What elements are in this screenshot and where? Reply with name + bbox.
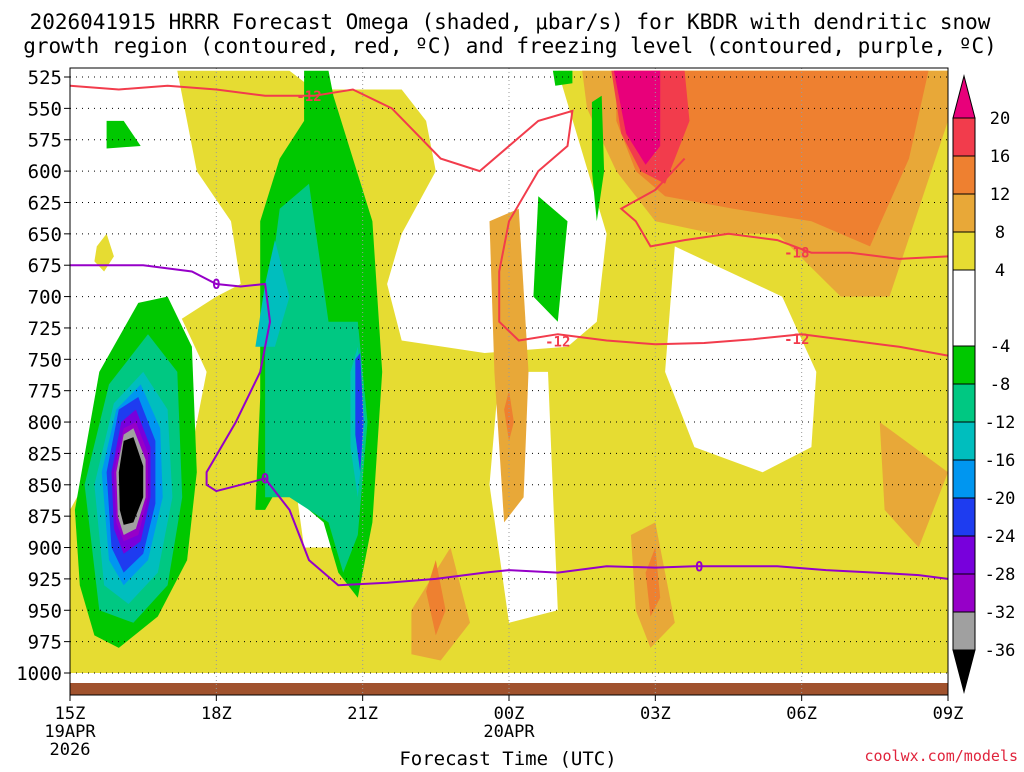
x-tick-label-21Z: 21Z <box>347 704 378 724</box>
chart-title-line1: 2026041915 HRRR Forecast Omega (shaded, … <box>30 10 991 34</box>
cbar-label--24: -24 <box>985 527 1016 547</box>
colorbar: 20 16 12 8 4 -4 -8 -12 -16 -20 -24 -28 -32 -36 <box>952 74 1016 694</box>
freezing-contour-0-label-0: 0 <box>212 277 220 293</box>
omega-region-21 <box>552 70 573 86</box>
y-tick-label-625: 625 <box>28 192 62 214</box>
cbar-label--28: -28 <box>985 565 1016 585</box>
omega-region-26 <box>255 240 290 347</box>
cbar-band-11 <box>952 535 976 575</box>
cbar-band-2 <box>952 155 976 195</box>
omega-region-13 <box>645 547 661 617</box>
y-tick-label-600: 600 <box>28 161 62 183</box>
y-tick-label-975: 975 <box>28 632 62 654</box>
x-tick-label-00Z: 00Z <box>494 704 525 724</box>
x-tick-label-03Z: 03Z <box>640 704 671 724</box>
temp-contour-1-line <box>619 157 948 260</box>
temp-contour-0-label-0: -12 <box>296 89 321 105</box>
omega-region-16 <box>613 70 661 165</box>
cbar-label--8: -8 <box>990 375 1010 395</box>
freezing-contour-0-label-2: 0 <box>695 559 703 575</box>
temp-contour-0-line <box>70 84 948 357</box>
omega-region-4 <box>665 246 817 473</box>
temp-contour-0-label-2: -12 <box>784 332 809 348</box>
temp-contour-0-label-1: -12 <box>545 335 570 351</box>
omega-region-1 <box>94 233 114 272</box>
cbar-band-3 <box>952 193 976 233</box>
y-tick-label-800: 800 <box>28 412 62 434</box>
x-tick-sub1-15Z: 19APR <box>44 722 96 742</box>
y-tick-label-525: 525 <box>28 67 62 89</box>
freezing-contour-0: 0 0 0 <box>70 264 948 587</box>
cbar-band-4 <box>952 231 976 271</box>
cbar-band-9 <box>952 459 976 499</box>
y-tick-label-750: 750 <box>28 349 62 371</box>
cbar-label--32: -32 <box>985 603 1016 623</box>
axes: 525 550 575 600 625 650 675 700 725 750 775 800 825 8… <box>16 67 963 760</box>
y-tick-label-950: 950 <box>28 600 62 622</box>
omega-region-34 <box>118 437 144 525</box>
y-tick-label-875: 875 <box>28 506 62 528</box>
cbar-label--20: -20 <box>985 489 1016 509</box>
omega-region-20 <box>533 196 568 322</box>
x-tick-sub2-15Z: 2026 <box>50 740 91 760</box>
cbar-label--16: -16 <box>985 451 1016 471</box>
temp-contour-0: -12 -12 -12 <box>70 84 948 357</box>
x-tick-label-06Z: 06Z <box>786 704 817 724</box>
temp-contour-1: -18 <box>619 157 948 262</box>
cbar-band-5 <box>952 269 976 347</box>
chart-title-line2: growth region (contoured, red, ºC) and f… <box>23 34 997 58</box>
y-tick-label-550: 550 <box>28 98 62 120</box>
x-tick-label-09Z: 09Z <box>933 704 964 724</box>
cbar-band-8 <box>952 421 976 461</box>
cbar-label-4: 4 <box>995 261 1005 281</box>
cbar-label--4: -4 <box>990 337 1010 357</box>
credit-text: coolwx.com/models <box>864 747 1018 765</box>
cbar-band-1 <box>952 117 976 157</box>
cbar-band-7 <box>952 383 976 423</box>
y-tick-label-675: 675 <box>28 255 62 277</box>
y-tick-label-650: 650 <box>28 224 62 246</box>
shaded-field <box>70 70 948 695</box>
y-tick-label-825: 825 <box>28 443 62 465</box>
omega-region-9 <box>879 422 948 548</box>
cbar-band-bottom <box>952 649 976 694</box>
x-axis-label: Forecast Time (UTC) <box>399 748 616 768</box>
cbar-band-12 <box>952 573 976 613</box>
y-tick-label-850: 850 <box>28 475 62 497</box>
y-tick-label-925: 925 <box>28 569 62 591</box>
y-tick-label-1000: 1000 <box>16 663 62 685</box>
cbar-band-10 <box>952 497 976 537</box>
cbar-label-12: 12 <box>990 185 1010 205</box>
omega-region-30 <box>355 353 364 473</box>
omega-region-14 <box>504 390 514 441</box>
cbar-label--12: -12 <box>985 413 1016 433</box>
omega-region-24 <box>265 183 368 573</box>
cbar-label-8: 8 <box>995 223 1005 243</box>
omega-region-19 <box>106 120 141 149</box>
freezing-contour-0-label-1: 0 <box>261 472 269 488</box>
y-tick-label-725: 725 <box>28 318 62 340</box>
cbar-band-top <box>952 74 976 119</box>
cbar-label-20: 20 <box>990 109 1010 129</box>
temp-contour-1-label-0: -18 <box>784 246 809 262</box>
freezing-contour-0-line <box>70 264 948 587</box>
omega-region-22 <box>591 95 605 222</box>
grid <box>70 68 948 695</box>
cbar-band-13 <box>952 611 976 651</box>
y-tick-label-900: 900 <box>28 538 62 560</box>
cbar-label--36: -36 <box>985 641 1016 661</box>
x-tick-sub1-00Z: 20APR <box>483 722 535 742</box>
cbar-band-6 <box>952 345 976 385</box>
x-tick-label-18Z: 18Z <box>201 704 232 724</box>
x-tick-label-15Z: 15Z <box>55 704 86 724</box>
y-tick-label-575: 575 <box>28 130 62 152</box>
y-tick-label-700: 700 <box>28 287 62 309</box>
cbar-label-16: 16 <box>990 147 1010 167</box>
plot-area: -12 -12 -12 -18 0 0 0 <box>70 68 948 695</box>
y-tick-label-775: 775 <box>28 381 62 403</box>
